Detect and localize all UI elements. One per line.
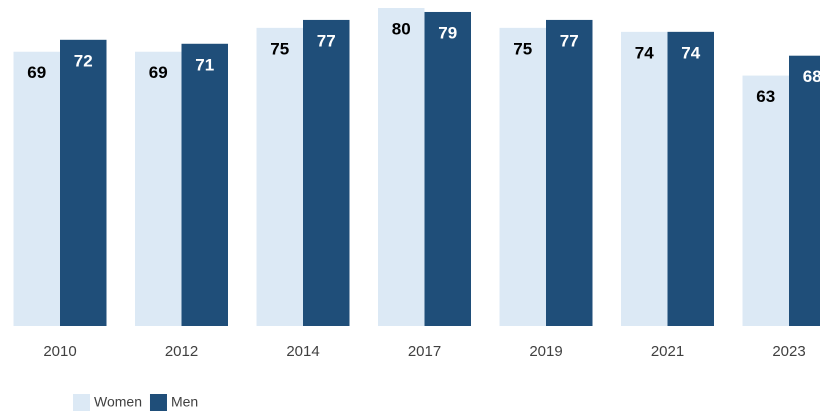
data-label: 77	[560, 31, 579, 50]
data-label: 74	[635, 43, 654, 62]
data-label: 69	[149, 63, 168, 82]
x-tick-label: 2014	[286, 343, 319, 360]
bar	[742, 75, 789, 326]
x-tick-label: 2017	[408, 343, 441, 360]
data-label: 75	[270, 39, 289, 58]
x-tick-label: 2019	[529, 343, 562, 360]
legend-swatch	[149, 394, 167, 411]
x-tick-label: 2021	[651, 343, 684, 360]
data-label: 79	[438, 23, 457, 42]
bar	[667, 31, 714, 326]
data-label: 75	[513, 39, 532, 58]
data-label: 71	[195, 55, 214, 74]
data-label: 63	[756, 87, 775, 106]
bar	[424, 11, 471, 326]
bar	[499, 27, 546, 326]
x-tick-label: 2010	[43, 343, 76, 360]
data-label: 69	[27, 63, 46, 82]
data-label: 74	[681, 43, 700, 62]
data-label: 72	[74, 51, 93, 70]
bar	[621, 31, 668, 326]
legend-swatch	[73, 394, 90, 411]
bar	[181, 43, 228, 327]
bar	[303, 19, 350, 327]
bar	[378, 8, 425, 326]
data-label: 80	[392, 19, 411, 38]
bar	[789, 55, 820, 326]
data-label: 68	[803, 67, 820, 86]
bar	[256, 27, 303, 326]
bar	[135, 51, 182, 326]
data-label: 77	[317, 31, 336, 50]
x-tick-label: 2023	[772, 343, 805, 360]
legend-label: Men	[171, 394, 198, 410]
x-tick-label: 2012	[165, 343, 198, 360]
bar	[13, 51, 60, 326]
bar	[60, 39, 107, 327]
legend-label: Women	[94, 394, 142, 410]
bar	[546, 19, 593, 327]
